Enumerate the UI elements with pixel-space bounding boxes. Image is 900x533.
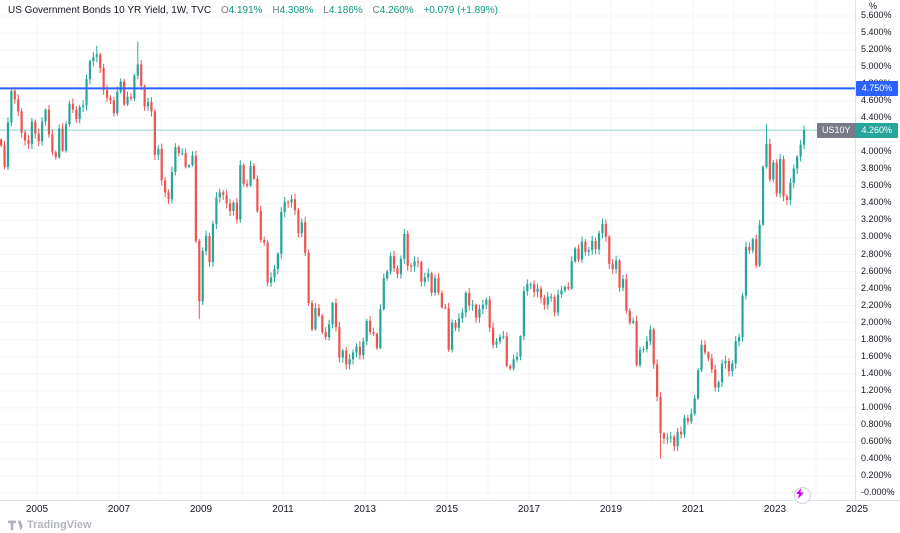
chart-plot-area[interactable]: US Government Bonds 10 YR Yield, 1W, TVC… bbox=[0, 0, 855, 504]
current-price-value: 4.260% bbox=[855, 122, 898, 138]
price-axis-label: 0.400% bbox=[861, 452, 892, 463]
time-axis-label: 2009 bbox=[189, 504, 213, 515]
high-value: 4.308% bbox=[279, 5, 314, 16]
time-axis-label: 2019 bbox=[599, 504, 623, 515]
price-axis-label: 4.000% bbox=[861, 146, 892, 157]
time-axis-label: 2013 bbox=[353, 504, 377, 515]
price-axis-label: 1.000% bbox=[861, 401, 892, 412]
time-axis-label: 2005 bbox=[25, 504, 49, 515]
price-axis-label: 4.400% bbox=[861, 112, 892, 123]
close-label: C bbox=[372, 5, 380, 16]
price-axis-label: 5.200% bbox=[861, 44, 892, 55]
price-axis-label: 1.200% bbox=[861, 384, 892, 395]
horizontal-line-price-label: 4.750% bbox=[861, 82, 893, 93]
time-axis-label: 2023 bbox=[763, 504, 787, 515]
open-value: 4.191% bbox=[228, 5, 263, 16]
price-axis-unit: % bbox=[869, 1, 878, 11]
price-axis-label: 0.800% bbox=[861, 418, 892, 429]
change-value: +0.079 (+1.89%) bbox=[423, 5, 498, 16]
time-axis-label: 2021 bbox=[681, 504, 705, 515]
price-axis-label: 4.600% bbox=[861, 95, 892, 106]
candlestick-canvas[interactable] bbox=[0, 0, 855, 500]
time-axis-label: 2017 bbox=[517, 504, 541, 515]
open-label: O bbox=[220, 5, 229, 16]
current-price-symbol: US10Y bbox=[816, 122, 856, 138]
price-axis-label: 5.600% bbox=[861, 10, 892, 20]
price-axis-label: -0.000% bbox=[861, 487, 895, 497]
price-axis-label: 0.600% bbox=[861, 435, 892, 446]
price-axis-label: 1.600% bbox=[861, 350, 892, 361]
price-axis-label: 1.400% bbox=[861, 367, 892, 378]
price-axis-label: 2.400% bbox=[861, 282, 892, 293]
price-axis-label: 5.000% bbox=[861, 61, 892, 72]
lightning-icon bbox=[796, 488, 804, 499]
lightning-boost-button[interactable] bbox=[794, 487, 811, 504]
price-axis-label: 3.200% bbox=[861, 214, 892, 225]
price-axis-label: 3.000% bbox=[861, 231, 892, 242]
tradingview-logo-icon bbox=[8, 520, 23, 530]
price-axis-label: 5.400% bbox=[861, 27, 892, 38]
low-label: L bbox=[323, 5, 329, 16]
price-axis-label: 2.800% bbox=[861, 248, 892, 259]
close-value: 4.260% bbox=[379, 5, 414, 16]
time-axis[interactable]: 2005 2007 2009 2011 2013 2015 2017 2019 2021 2023… bbox=[0, 500, 900, 520]
high-label: H bbox=[272, 5, 280, 16]
tradingview-logo[interactable]: TradingView bbox=[8, 519, 92, 531]
price-axis-label: 3.400% bbox=[861, 197, 892, 208]
price-axis-label: 2.200% bbox=[861, 299, 892, 310]
footer-bar: TradingView bbox=[0, 519, 900, 533]
price-axis[interactable]: % 5.600%5.400%5.200%5.000%4.800%4.600%4.… bbox=[855, 0, 900, 500]
time-axis-label: 2011 bbox=[272, 504, 294, 515]
price-axis-label: 2.600% bbox=[861, 265, 892, 276]
price-axis-label: 1.800% bbox=[861, 333, 892, 344]
current-price-badge[interactable]: US10Y 4.260% bbox=[816, 122, 898, 138]
tradingview-logo-text: TradingView bbox=[27, 519, 92, 531]
symbol-legend: US Government Bonds 10 YR Yield, 1W, TVC… bbox=[8, 5, 498, 16]
low-value: 4.186% bbox=[328, 5, 363, 16]
price-axis-label: 3.800% bbox=[861, 163, 892, 174]
price-axis-label: 0.200% bbox=[861, 469, 892, 480]
time-axis-label: 2025 bbox=[845, 504, 869, 515]
time-axis-label: 2015 bbox=[435, 504, 459, 515]
time-axis-label: 2007 bbox=[107, 504, 131, 515]
price-axis-label: 3.600% bbox=[861, 180, 892, 191]
symbol-title[interactable]: US Government Bonds 10 YR Yield, 1W, TVC bbox=[8, 5, 212, 16]
horizontal-line-price-badge[interactable]: 4.750% bbox=[856, 80, 898, 96]
price-axis-label: 2.000% bbox=[861, 316, 892, 327]
